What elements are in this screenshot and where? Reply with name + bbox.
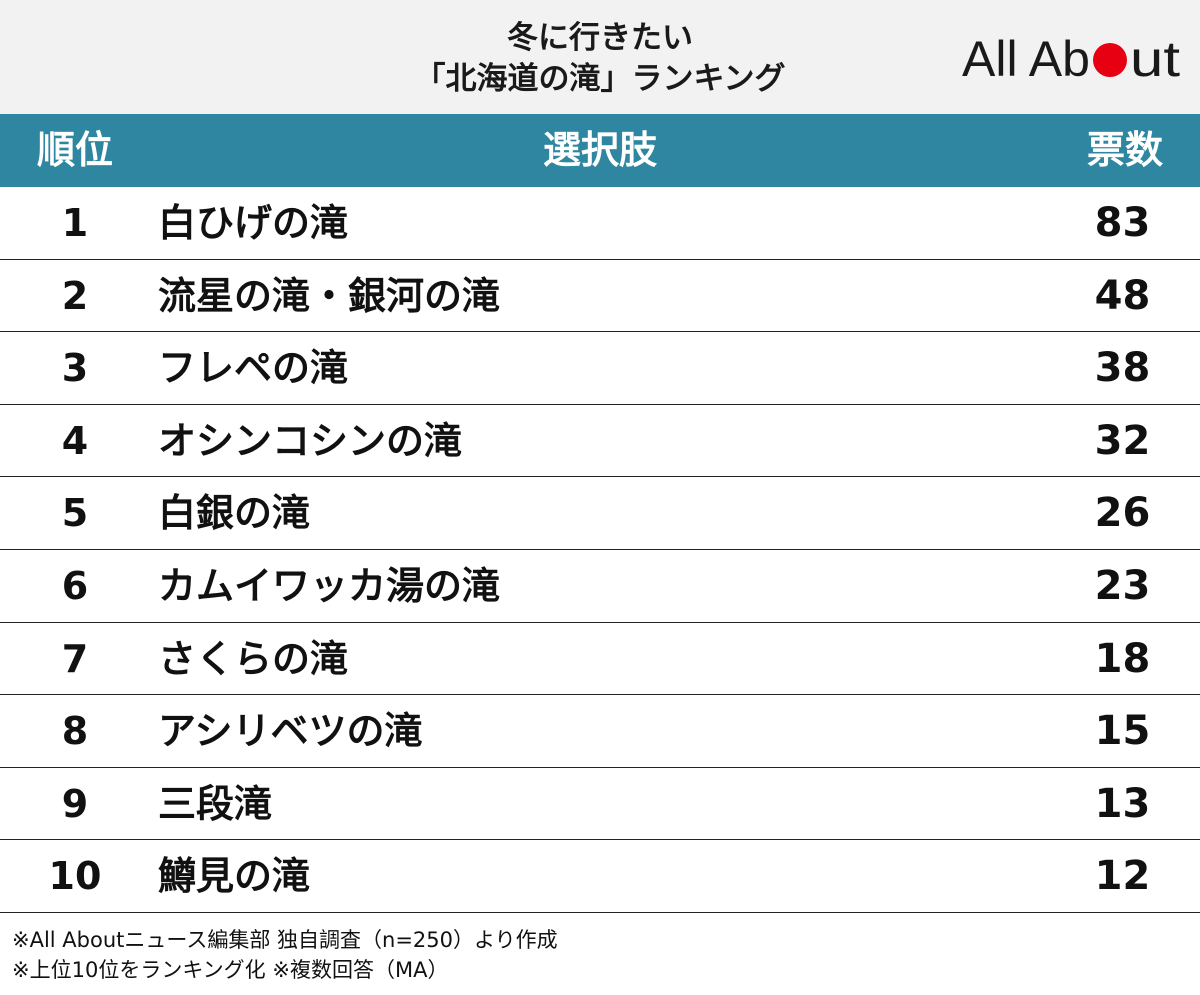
title-banner: 冬に行きたい 「北海道の滝」ランキング All Ab ut [0, 0, 1200, 114]
name-cell: 流星の滝・銀河の滝 [158, 273, 501, 318]
all-about-logo: All Ab ut [962, 31, 1180, 86]
votes-cell: 26 [1094, 490, 1151, 537]
votes-cell: 18 [1094, 635, 1151, 682]
footnote-source: ※All Aboutニュース編集部 独自調査（n=250）より作成 [12, 928, 558, 952]
table-header: 順位 選択肢 票数 [0, 114, 1200, 187]
table-row: 10 鱒見の滝 12 [0, 840, 1200, 913]
name-cell: 三段滝 [158, 781, 273, 826]
votes-cell: 38 [1094, 345, 1151, 392]
logo-dot-icon [1093, 43, 1127, 77]
name-cell: カムイワッカ湯の滝 [158, 563, 501, 608]
rank-cell: 5 [61, 491, 89, 536]
rank-cell: 9 [61, 781, 89, 826]
table-row: 5 白銀の滝 26 [0, 477, 1200, 550]
votes-cell: 23 [1094, 562, 1151, 609]
rank-cell: 10 [48, 854, 102, 899]
logo-text-part2: ut [1130, 31, 1180, 86]
table-row: 4 オシンコシンの滝 32 [0, 405, 1200, 478]
table-row: 1 白ひげの滝 83 [0, 187, 1200, 260]
header-choice: 選択肢 [542, 128, 657, 172]
table-row: 2 流星の滝・銀河の滝 48 [0, 260, 1200, 333]
votes-cell: 12 [1094, 853, 1151, 900]
title-line-1: 冬に行きたい [507, 20, 693, 56]
page-title: 冬に行きたい 「北海道の滝」ランキング [300, 18, 900, 100]
rank-cell: 7 [61, 636, 89, 681]
table-row: 9 三段滝 13 [0, 768, 1200, 841]
footnote-method: ※上位10位をランキング化 ※複数回答（MA） [12, 958, 449, 982]
votes-cell: 32 [1094, 417, 1151, 464]
rank-cell: 4 [61, 418, 89, 463]
votes-cell: 15 [1094, 708, 1151, 755]
rank-cell: 8 [61, 709, 89, 754]
name-cell: アシリベツの滝 [158, 709, 423, 754]
name-cell: 白ひげの滝 [158, 201, 349, 245]
rank-cell: 1 [61, 201, 89, 245]
name-cell: 白銀の滝 [158, 491, 311, 536]
name-cell: さくらの滝 [158, 636, 349, 681]
rank-cell: 3 [61, 346, 89, 391]
rank-cell: 2 [61, 273, 89, 318]
table-row: 3 フレペの滝 38 [0, 332, 1200, 405]
logo-text-part1: All Ab [962, 31, 1090, 86]
votes-cell: 13 [1094, 780, 1151, 827]
name-cell: オシンコシンの滝 [158, 418, 463, 463]
ranking-table-body: 1 白ひげの滝 83 2 流星の滝・銀河の滝 48 3 フレペの滝 38 4 オ… [0, 187, 1200, 913]
votes-cell: 83 [1094, 200, 1151, 246]
header-rank: 順位 [36, 128, 113, 172]
title-line-2: 「北海道の滝」ランキング [414, 61, 786, 97]
votes-cell: 48 [1094, 272, 1151, 319]
table-row: 7 さくらの滝 18 [0, 623, 1200, 696]
rank-cell: 6 [61, 563, 89, 608]
table-row: 6 カムイワッカ湯の滝 23 [0, 550, 1200, 623]
table-row: 8 アシリベツの滝 15 [0, 695, 1200, 768]
name-cell: フレペの滝 [158, 346, 349, 391]
name-cell: 鱒見の滝 [158, 854, 311, 899]
header-votes: 票数 [1086, 128, 1163, 172]
footnotes: ※All Aboutニュース編集部 独自調査（n=250）より作成 ※上位10位… [12, 925, 558, 985]
